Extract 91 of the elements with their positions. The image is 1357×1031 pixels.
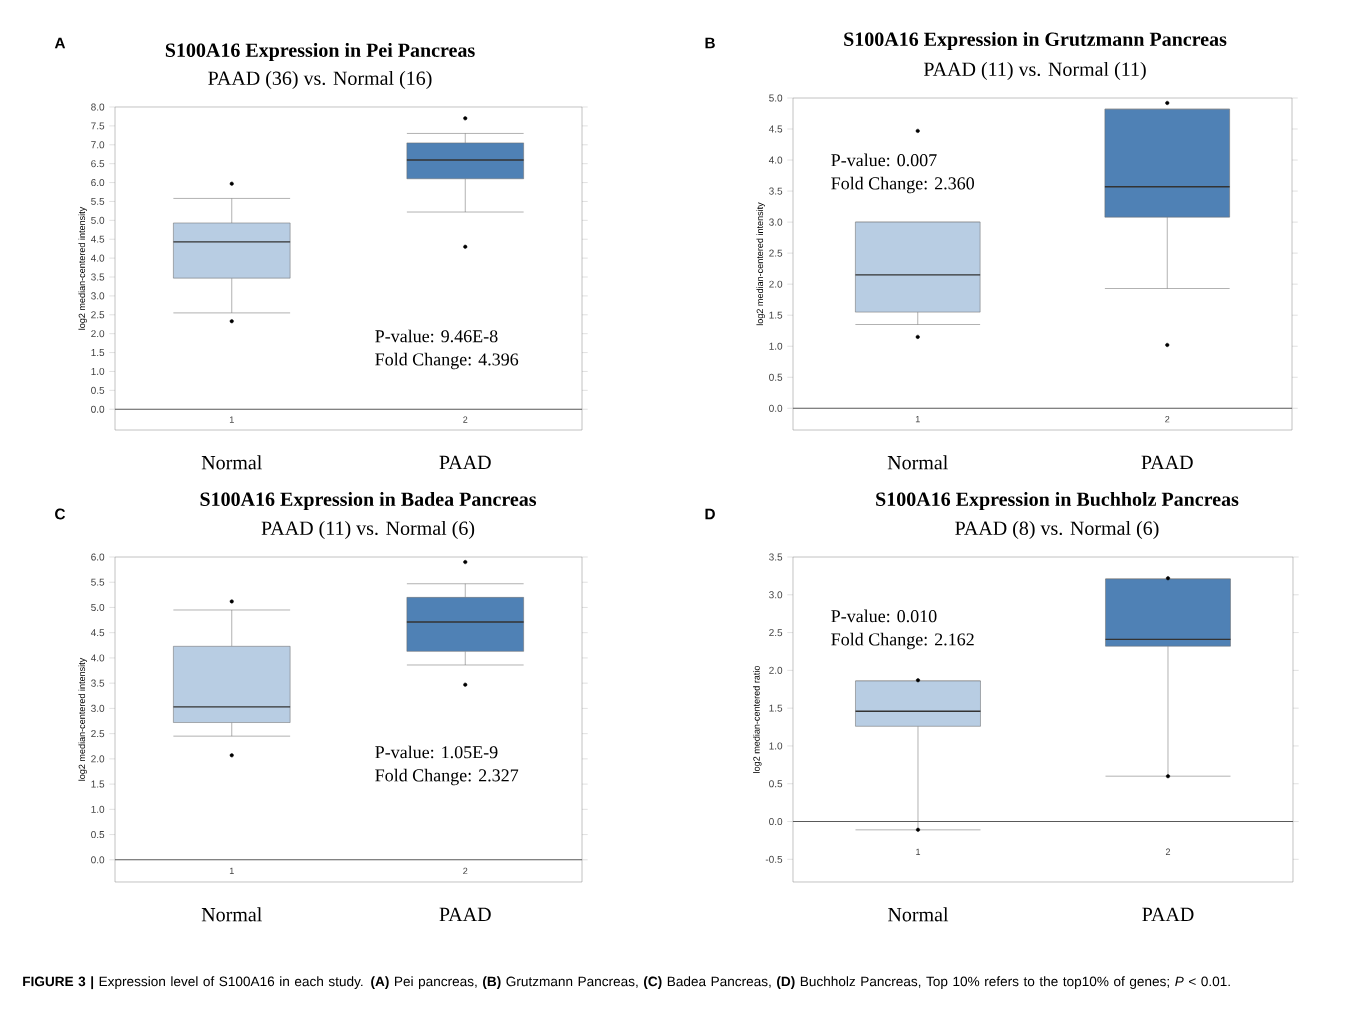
annotation: Fold Change: 2.327 <box>375 768 519 786</box>
chart-title: S100A16 Expression in Buchholz Pancreas <box>876 491 1239 511</box>
chart-subtitle: PAAD (36) vs. Normal (16) <box>208 70 432 90</box>
annotation: 1 <box>916 848 921 855</box>
chart-title: S100A16 Expression in Badea Pancreas <box>200 491 537 511</box>
y-tick-label: 3.0 <box>769 218 783 226</box>
y-tick-label: 2.0 <box>91 755 105 763</box>
annotation: P-value: 1.05E-9 <box>375 745 498 759</box>
y-tick-label: 2.0 <box>769 666 783 674</box>
y-axis-title: log2 median-centered intensity <box>78 206 87 330</box>
y-tick-label: 4.0 <box>768 156 783 164</box>
y-tick-label: 3.5 <box>91 679 105 687</box>
text: A <box>54 37 66 49</box>
y-axis-title: log2 median-centered intensity <box>756 202 765 326</box>
y-tick-label: 7.5 <box>91 122 105 130</box>
y-tick-label: 2.0 <box>91 330 105 338</box>
annotation: 1 <box>915 416 920 423</box>
y-tick-label: 1.5 <box>769 704 783 712</box>
annotation: 2 <box>463 867 468 875</box>
x-tick-label: Normal <box>887 455 948 470</box>
y-tick-label: 2.5 <box>769 249 783 257</box>
y-tick-label: 3.0 <box>91 704 105 712</box>
annotation: 2 <box>1165 848 1171 855</box>
y-tick-label: 1.0 <box>91 805 105 813</box>
y-tick-label: 1.5 <box>91 780 105 788</box>
y-tick-label: 0.0 <box>91 856 105 864</box>
y-tick-label: 6.5 <box>91 160 105 168</box>
y-tick-label: 4.5 <box>768 125 783 133</box>
y-tick-label: 5.0 <box>91 603 105 612</box>
annotation: Fold Change: 2.360 <box>831 176 975 194</box>
y-tick-label: 0.0 <box>769 404 783 412</box>
y-tick-label: 7.0 <box>91 141 105 149</box>
y-tick-label: 4.0 <box>90 654 105 662</box>
chart-title: S100A16 Expression in Pei Pancreas <box>165 42 475 62</box>
annotation: 2 <box>1165 415 1170 423</box>
y-tick-label: 4.0 <box>90 254 105 262</box>
chart-title: S100A16 Expression in Grutzmann Pancreas <box>844 31 1227 51</box>
y-tick-label: 0.5 <box>91 831 105 839</box>
text: B <box>705 37 715 49</box>
y-tick-label: 5.5 <box>91 578 105 586</box>
y-tick-label: 6.0 <box>91 179 105 187</box>
annotation: 2 <box>463 416 468 423</box>
y-axis-title: log2 median-centered intensity <box>78 657 87 781</box>
y-tick-label: 3.5 <box>769 187 783 195</box>
text: C <box>55 508 66 520</box>
y-tick-label: 5.5 <box>91 197 105 205</box>
chart-subtitle: PAAD (8) vs. Normal (6) <box>955 520 1159 540</box>
y-tick-label: 2.0 <box>769 280 783 288</box>
y-tick-label: 1.0 <box>769 742 783 750</box>
y-tick-label: 4.5 <box>90 235 105 243</box>
y-tick-label: 3.0 <box>769 591 783 599</box>
y-tick-label: 0.0 <box>91 405 105 413</box>
y-tick-label: 1.5 <box>769 311 783 319</box>
text: D <box>705 508 715 520</box>
y-tick-label: 0.5 <box>91 386 105 394</box>
x-tick-label: Normal <box>888 907 949 922</box>
y-tick-label: 6.0 <box>91 553 105 561</box>
annotation: Fold Change: 2.162 <box>831 632 974 650</box>
annotation: P-value: 0.010 <box>831 609 937 623</box>
text: FIGURE 3 | Expression level of S100A16 in each study. (A) Pei pancreas, (B) Grutzmann Pancreas, (C) Badea Pancreas, (D) Buchholz Pancreas, Top 10% refers to the top10% of genes; P < 0.01. <box>23 976 1230 990</box>
y-tick-label: 2.5 <box>91 311 105 319</box>
x-tick-label: Normal <box>201 907 262 922</box>
y-tick-label: 0.0 <box>769 817 783 826</box>
y-tick-label: 8.0 <box>91 103 105 111</box>
chart-subtitle: PAAD (11) vs. Normal (6) <box>261 520 475 540</box>
x-tick-label: PAAD <box>439 907 491 921</box>
y-tick-label: 3.5 <box>769 553 783 561</box>
x-tick-label: PAAD <box>1141 455 1193 469</box>
y-tick-label: 0.5 <box>769 780 783 788</box>
y-tick-label: -0.5 <box>765 855 783 863</box>
annotation: 1 <box>229 867 234 875</box>
x-tick-label: Normal <box>201 455 262 470</box>
y-tick-label: 5.0 <box>91 216 105 224</box>
y-tick-label: 2.5 <box>769 629 783 637</box>
annotation: P-value: 0.007 <box>831 153 937 167</box>
y-tick-label: 3.0 <box>91 292 105 300</box>
y-tick-label: 2.5 <box>91 730 105 738</box>
y-tick-label: 5.0 <box>769 94 783 102</box>
y-tick-label: 1.5 <box>91 349 105 357</box>
annotation: Fold Change: 4.396 <box>375 352 519 370</box>
annotation: 1 <box>229 416 234 423</box>
x-tick-label: PAAD <box>1142 907 1194 921</box>
y-tick-label: 1.0 <box>91 367 105 375</box>
y-tick-label: 4.5 <box>90 629 105 637</box>
y-tick-label: 3.5 <box>91 273 105 281</box>
annotation: P-value: 9.46E-8 <box>375 329 498 343</box>
y-axis-title: log2 median-centered ratio <box>753 665 762 773</box>
chart-subtitle: PAAD (11) vs. Normal (11) <box>923 61 1146 81</box>
y-tick-label: 0.5 <box>769 373 783 381</box>
y-tick-label: 1.0 <box>769 342 783 350</box>
x-tick-label: PAAD <box>439 455 491 469</box>
